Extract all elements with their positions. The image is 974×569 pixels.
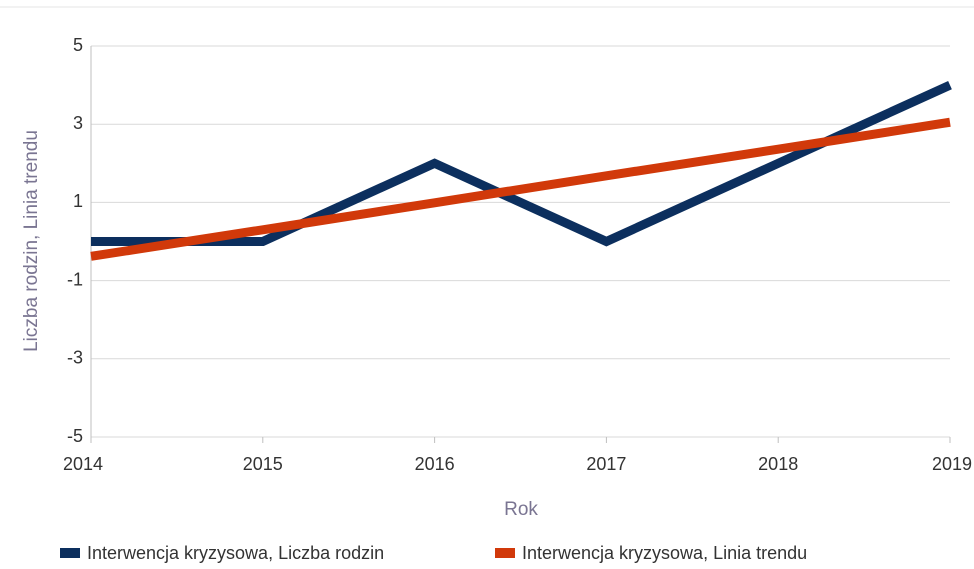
x-tick-label: 2014 (63, 454, 103, 474)
y-axis-label: Liczba rodzin, Linia trendu (21, 130, 42, 352)
y-tick-label: -3 (67, 348, 83, 368)
x-tick-label: 2015 (243, 454, 283, 474)
y-tick-label: -1 (67, 269, 83, 289)
x-tick-label: 2017 (586, 454, 626, 474)
series-line (90, 117, 951, 261)
x-axis-label: Rok (504, 499, 538, 520)
x-tick-label: 2018 (758, 454, 798, 474)
series-line (91, 81, 952, 247)
legend-label: Interwencja kryzysowa, Linia trendu (522, 543, 807, 563)
legend-swatch (60, 548, 80, 558)
y-tick-label: -5 (67, 426, 83, 446)
x-tick-label: 2016 (415, 454, 455, 474)
y-tick-label: 5 (73, 35, 83, 55)
x-tick-label: 2019 (932, 454, 972, 474)
y-tick-label: 3 (73, 113, 83, 133)
legend-label: Interwencja kryzysowa, Liczba rodzin (87, 543, 384, 563)
y-tick-label: 1 (73, 191, 83, 211)
legend-swatch (495, 548, 515, 558)
